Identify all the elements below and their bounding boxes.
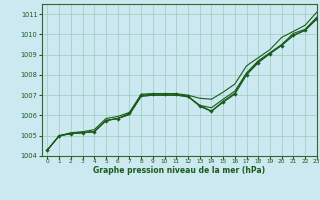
X-axis label: Graphe pression niveau de la mer (hPa): Graphe pression niveau de la mer (hPa) xyxy=(93,166,265,175)
